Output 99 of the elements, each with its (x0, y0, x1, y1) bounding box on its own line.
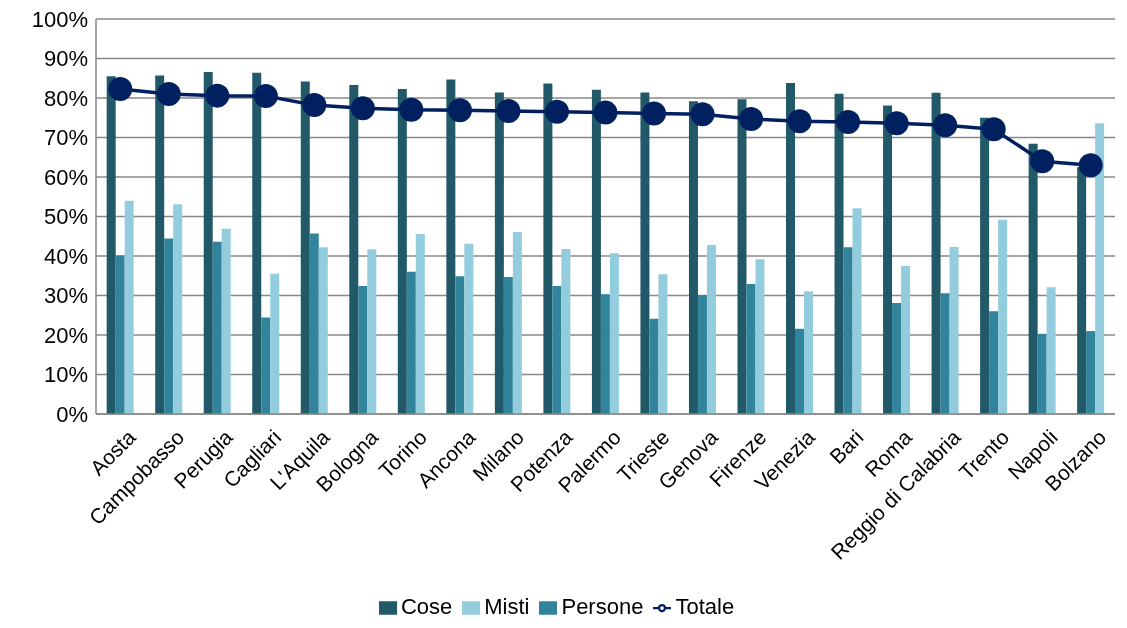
y-tick-label: 80% (43, 85, 88, 111)
bar (688, 101, 698, 414)
bar (901, 265, 911, 414)
bar (270, 273, 280, 414)
y-tick-label: 10% (43, 362, 88, 388)
bar (512, 231, 522, 414)
bar (609, 253, 619, 414)
bar (455, 276, 465, 414)
bar (309, 233, 319, 414)
y-tick-label: 100% (31, 6, 88, 32)
bar (494, 92, 504, 414)
bar (464, 243, 474, 414)
point (933, 113, 958, 138)
y-tick-label: 30% (43, 283, 88, 309)
point (884, 111, 909, 136)
point (593, 100, 618, 125)
bar (883, 105, 893, 414)
bar (252, 72, 262, 414)
bar (892, 303, 902, 414)
bar (1086, 331, 1096, 414)
bar (300, 81, 310, 414)
bar (397, 88, 407, 414)
bar (503, 276, 513, 414)
bar (989, 311, 999, 414)
bar (543, 83, 553, 414)
bar (640, 92, 650, 414)
bar (1028, 143, 1038, 414)
y-tick-label: 40% (43, 243, 88, 269)
bar (852, 208, 862, 414)
y-tick-label: 50% (43, 204, 88, 230)
point (1030, 149, 1055, 174)
bar (115, 255, 125, 414)
y-tick-label: 90% (43, 46, 88, 72)
bar (843, 247, 853, 414)
point (690, 102, 715, 127)
bar (367, 249, 377, 414)
legend-label: Persone (561, 594, 644, 619)
bar (591, 89, 601, 414)
bar (318, 247, 328, 414)
point (302, 93, 327, 118)
bar (106, 76, 116, 414)
bar (561, 248, 571, 414)
point (399, 97, 424, 122)
bar (600, 294, 610, 414)
point (642, 101, 667, 126)
point (981, 117, 1006, 142)
bar (349, 84, 359, 414)
bar (1095, 123, 1105, 414)
y-tick-label: 0% (56, 401, 88, 427)
bar (940, 293, 950, 414)
bar (552, 286, 562, 414)
bar (697, 295, 707, 414)
bar (1046, 287, 1056, 414)
bar (980, 117, 990, 414)
point (205, 83, 230, 108)
point (350, 96, 375, 121)
point (447, 98, 472, 123)
bar (221, 228, 231, 414)
bar (155, 75, 165, 414)
bar (834, 93, 844, 414)
y-tick-label: 20% (43, 322, 88, 348)
bar (931, 92, 941, 414)
bar (415, 233, 425, 414)
point (544, 99, 569, 124)
y-tick-label: 70% (43, 125, 88, 151)
legend-label: Cose (400, 594, 453, 619)
legend-label: Totale (675, 594, 735, 619)
bar (124, 200, 134, 414)
bar (804, 291, 814, 414)
bar (212, 241, 222, 414)
bar (746, 284, 756, 414)
point (1078, 153, 1103, 178)
bar (998, 219, 1008, 414)
bar (949, 246, 959, 414)
bar (658, 274, 668, 414)
bar (173, 204, 183, 414)
point (836, 110, 861, 135)
bar (1037, 333, 1047, 414)
point (156, 82, 181, 107)
bar (786, 82, 796, 414)
y-tick-label: 60% (43, 164, 88, 190)
point (108, 76, 133, 101)
point (496, 99, 521, 124)
bar (406, 271, 416, 414)
bar (446, 79, 456, 414)
bar (649, 318, 659, 414)
bar (164, 238, 174, 414)
bar (706, 244, 716, 414)
bar (358, 286, 368, 414)
bar (755, 259, 765, 414)
point (253, 84, 278, 109)
point (739, 106, 764, 131)
point (787, 109, 812, 134)
bar (203, 71, 213, 414)
bar (1077, 167, 1087, 414)
bar (261, 317, 271, 414)
legend-label: Misti (484, 594, 530, 619)
bar (737, 99, 747, 414)
bar (795, 328, 805, 414)
